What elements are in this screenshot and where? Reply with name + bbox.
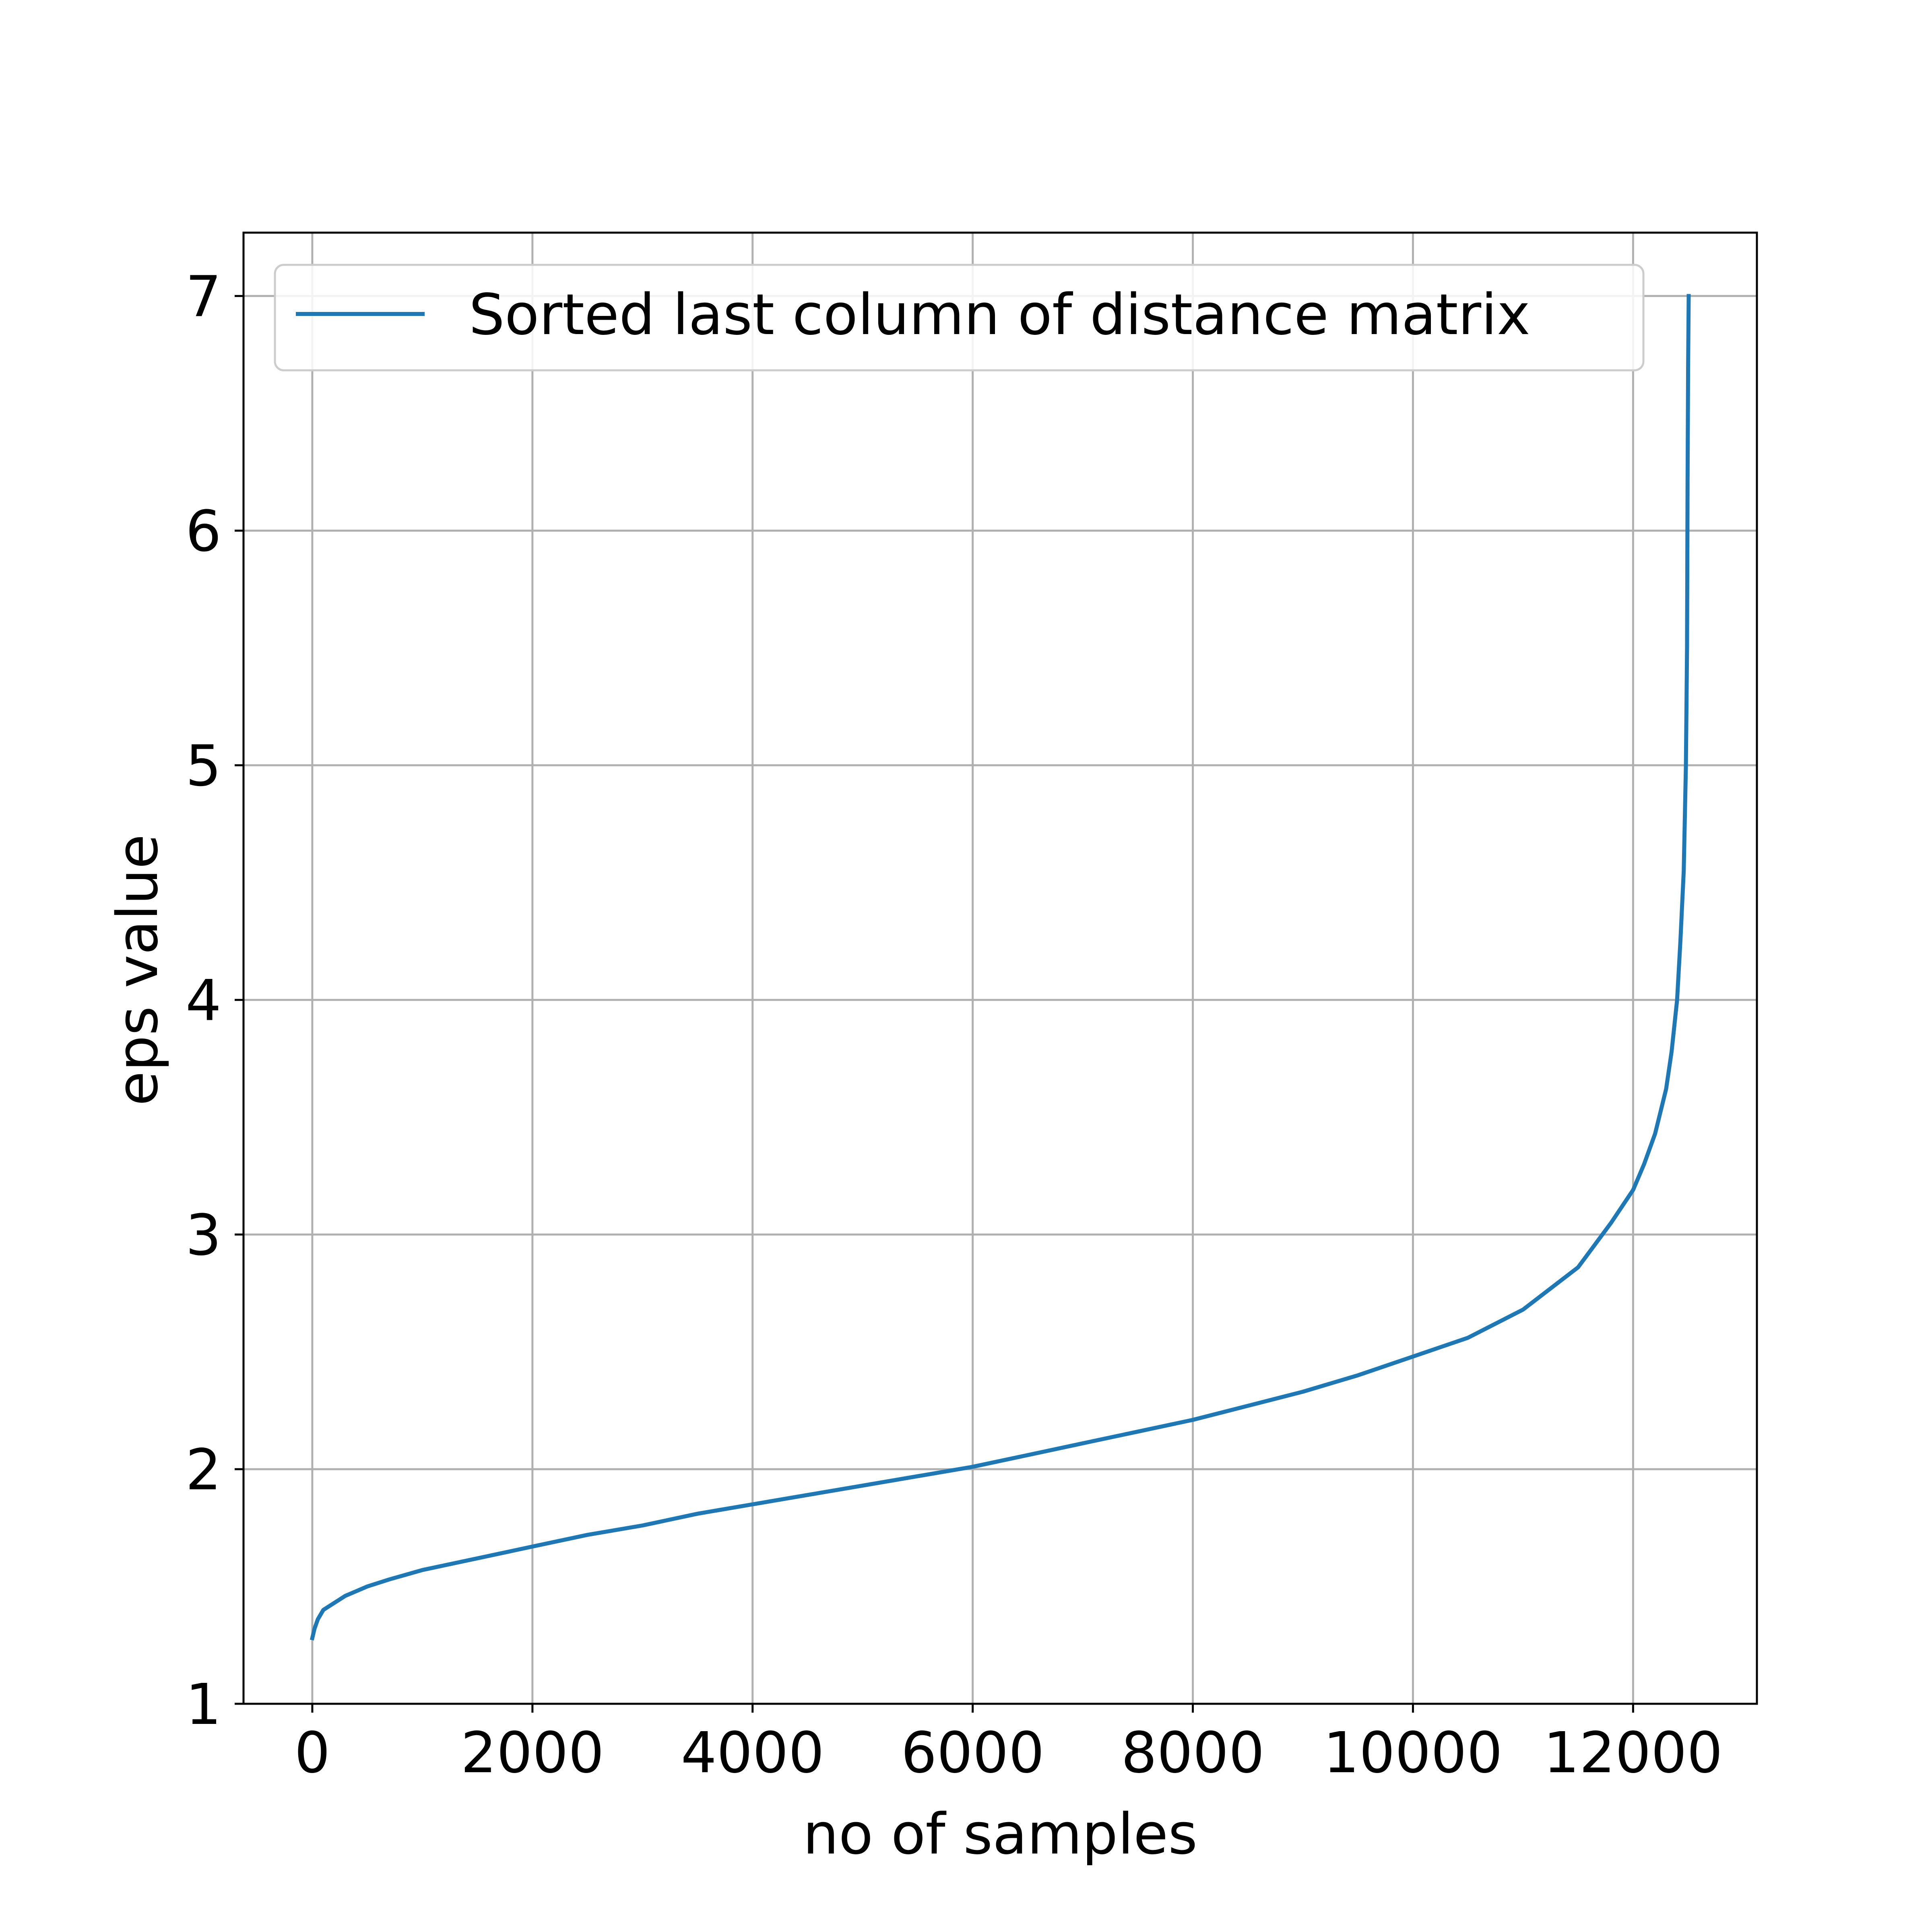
y-tick-label: 5 <box>186 733 221 799</box>
y-tick-label: 2 <box>186 1437 221 1503</box>
x-axis-label: no of samples <box>803 1802 1197 1867</box>
x-axis-ticks: 0 2000 4000 6000 8000 10000 12000 <box>294 1704 1723 1786</box>
y-axis-ticks: 1 2 3 4 5 6 7 <box>186 264 244 1738</box>
plot-frame <box>242 231 1758 1705</box>
x-tick-label: 10000 <box>1323 1720 1503 1786</box>
plot-area <box>310 294 1691 1641</box>
x-tick-label: 8000 <box>1121 1720 1264 1786</box>
x-tick-label: 0 <box>294 1720 330 1786</box>
x-tick-label: 12000 <box>1544 1720 1723 1786</box>
series-line <box>310 294 1691 1641</box>
x-tick-label: 2000 <box>461 1720 604 1786</box>
legend: Sorted last column of distance matrix <box>274 264 1645 372</box>
y-tick-label: 7 <box>186 264 221 330</box>
x-tick-label: 6000 <box>901 1720 1044 1786</box>
x-tick-label: 4000 <box>681 1720 824 1786</box>
legend-box <box>274 264 1645 372</box>
y-axis-label: eps value <box>105 834 171 1106</box>
y-tick-label: 4 <box>186 968 221 1034</box>
y-tick-label: 1 <box>186 1672 221 1738</box>
y-tick-label: 6 <box>186 499 221 564</box>
legend-label: Sorted last column of distance matrix <box>469 282 1530 348</box>
grid-lines <box>244 233 1757 1705</box>
y-tick-label: 3 <box>186 1203 221 1268</box>
